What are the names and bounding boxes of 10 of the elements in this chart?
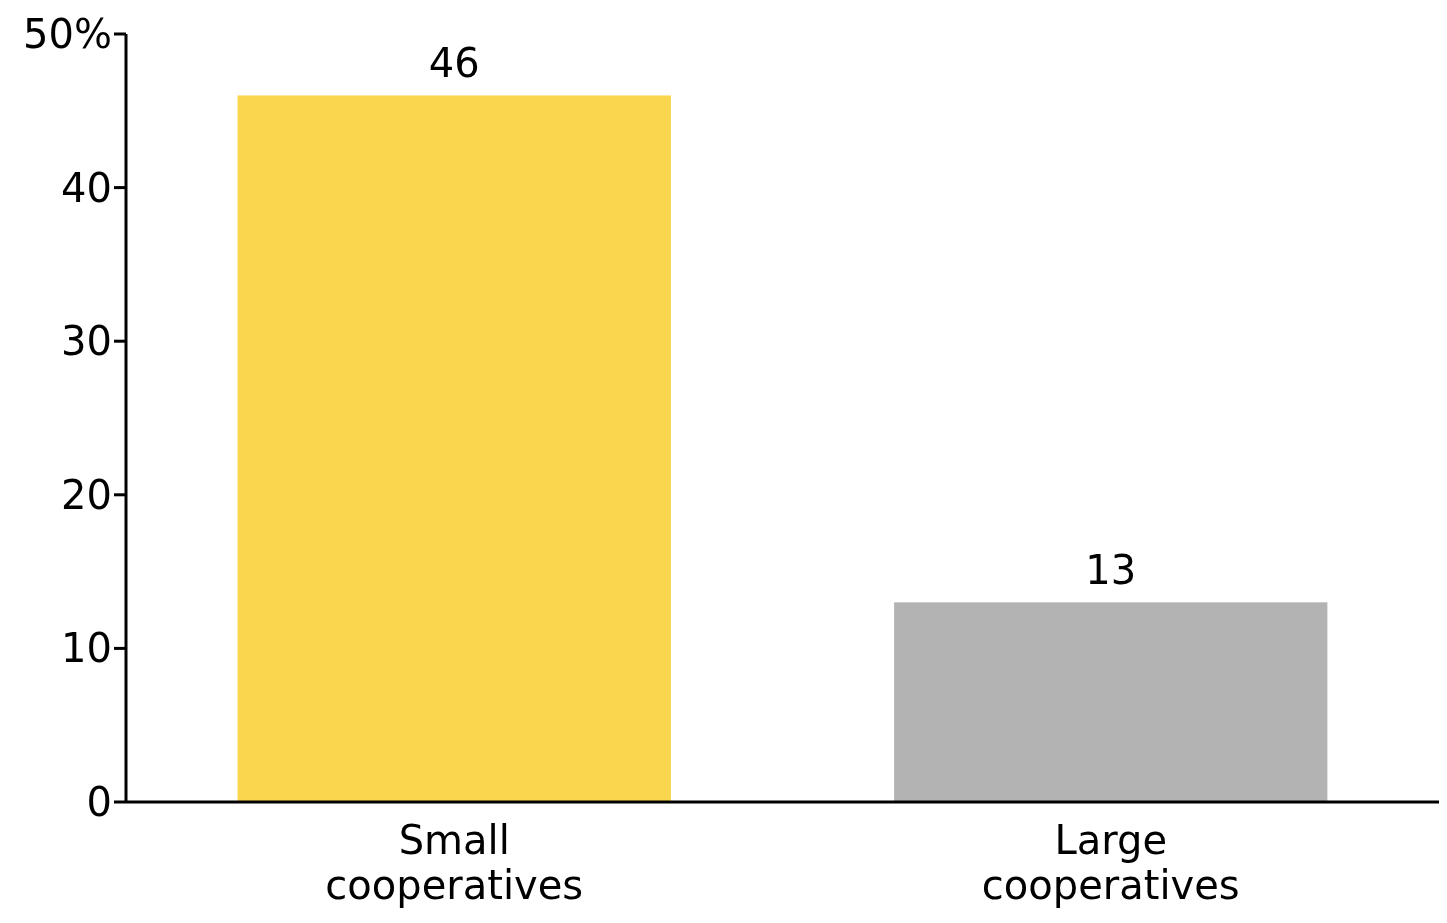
y-tick-label: 10 xyxy=(61,625,112,672)
data-label: 13 xyxy=(1085,547,1137,594)
x-tick-label: Large cooperatives xyxy=(981,817,1240,908)
data-label: 46 xyxy=(428,40,480,87)
x-tick-label: Small cooperatives xyxy=(325,817,584,908)
y-tick-label: 40 xyxy=(61,164,112,211)
y-tick-label: 20 xyxy=(61,471,112,518)
y-tick-label: 50% xyxy=(23,11,112,57)
y-tick-label: 0 xyxy=(86,779,112,825)
y-tick-label: 30 xyxy=(61,318,112,365)
